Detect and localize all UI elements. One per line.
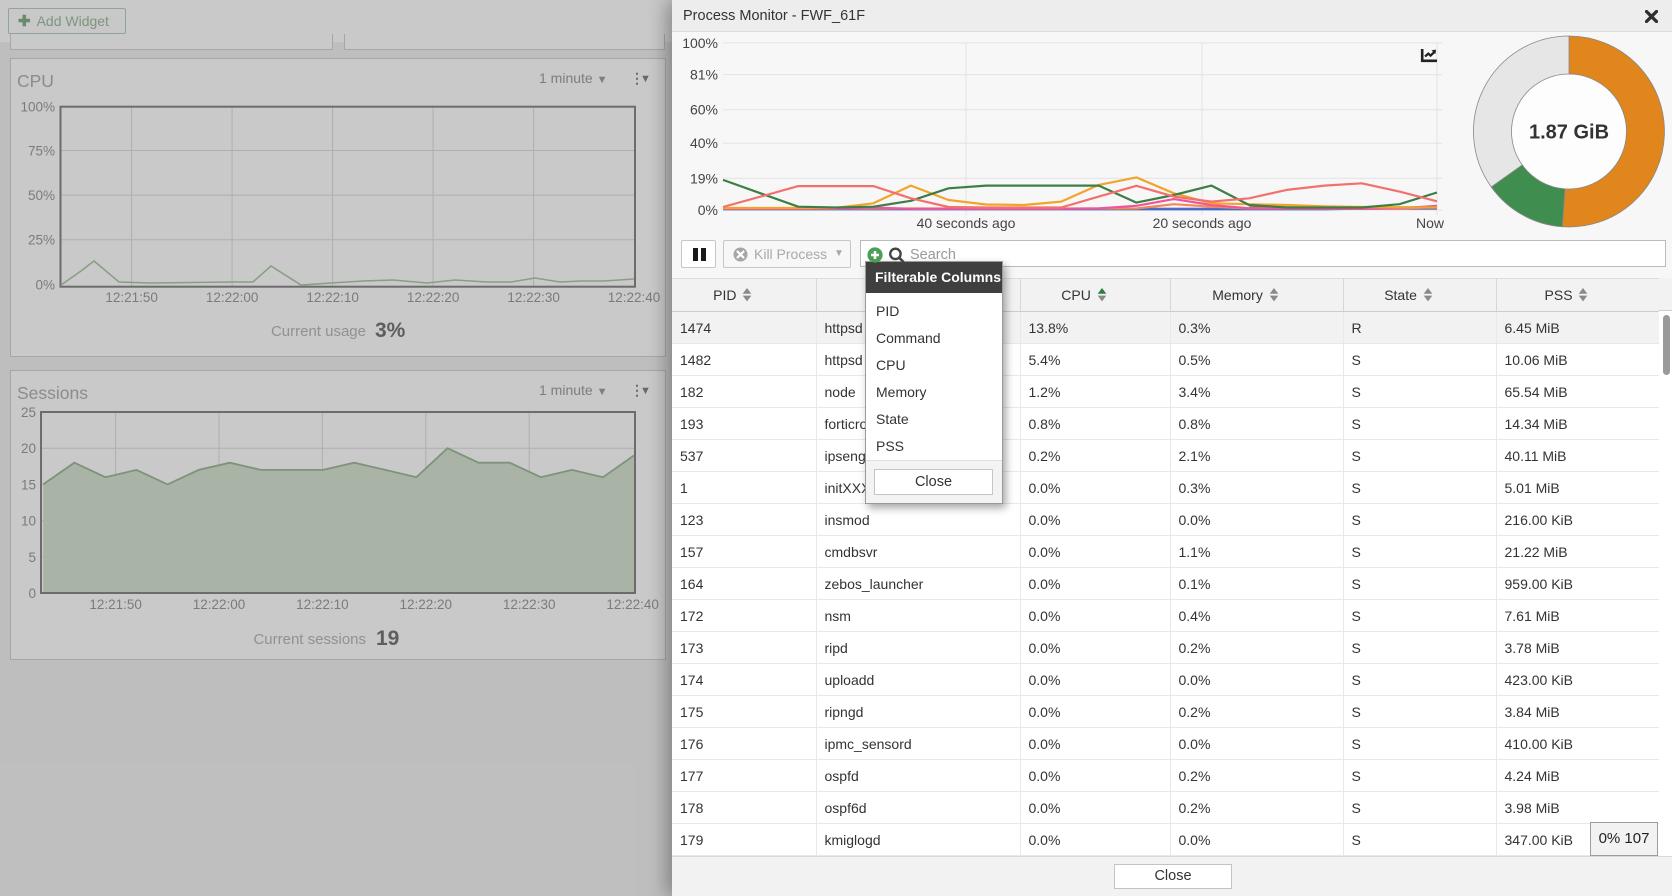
svg-text:12:21:50: 12:21:50 (89, 597, 142, 612)
svg-text:81%: 81% (690, 67, 718, 83)
svg-text:60%: 60% (690, 102, 718, 118)
svg-text:20: 20 (21, 441, 36, 456)
svg-text:1.87 GiB: 1.87 GiB (1529, 122, 1609, 144)
svg-text:12:22:30: 12:22:30 (503, 597, 556, 612)
svg-text:12:22:10: 12:22:10 (306, 290, 359, 305)
svg-text:0: 0 (28, 586, 36, 601)
svg-text:0%: 0% (35, 277, 55, 292)
svg-text:Current sessions: Current sessions (253, 631, 366, 648)
svg-text:12:22:40: 12:22:40 (608, 290, 661, 305)
svg-text:50%: 50% (28, 188, 55, 203)
svg-text:12:22:20: 12:22:20 (400, 597, 453, 612)
svg-text:0%: 0% (698, 202, 718, 218)
svg-text:100%: 100% (20, 100, 55, 115)
svg-text:12:22:30: 12:22:30 (507, 290, 560, 305)
svg-text:19: 19 (376, 627, 399, 650)
svg-text:3%: 3% (375, 319, 406, 342)
svg-text:40%: 40% (690, 135, 718, 151)
svg-text:12:22:00: 12:22:00 (193, 597, 246, 612)
svg-text:12:22:00: 12:22:00 (206, 290, 259, 305)
svg-text:12:21:50: 12:21:50 (105, 290, 158, 305)
svg-text:12:22:10: 12:22:10 (296, 597, 349, 612)
svg-text:25: 25 (21, 405, 36, 420)
svg-text:75%: 75% (28, 144, 55, 159)
svg-text:5: 5 (28, 550, 36, 565)
svg-text:25%: 25% (28, 233, 55, 248)
svg-text:40 seconds ago: 40 seconds ago (917, 215, 1016, 231)
svg-text:Current usage: Current usage (271, 323, 366, 340)
svg-text:20 seconds ago: 20 seconds ago (1153, 215, 1252, 231)
svg-text:15: 15 (21, 477, 36, 492)
svg-text:19%: 19% (690, 170, 718, 186)
svg-text:100%: 100% (682, 35, 718, 51)
svg-text:Now: Now (1416, 215, 1445, 231)
svg-text:10: 10 (21, 514, 36, 529)
svg-text:12:22:40: 12:22:40 (606, 597, 659, 612)
svg-text:12:22:20: 12:22:20 (407, 290, 460, 305)
